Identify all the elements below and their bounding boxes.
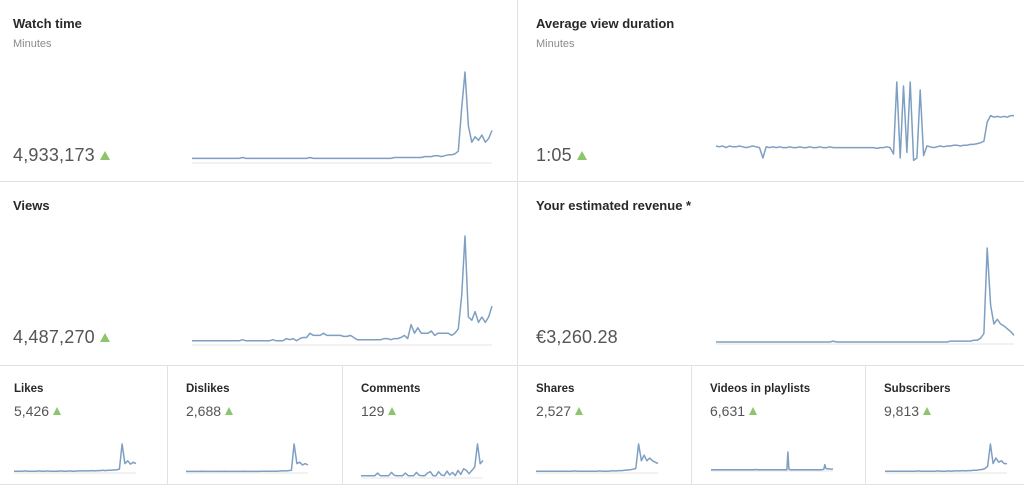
avg-view-duration-card[interactable]: Average view duration Minutes 1:05 <box>518 0 1024 181</box>
divider <box>0 365 1024 366</box>
triangle-up-icon <box>99 151 110 160</box>
metric-value-row: 1:05 <box>536 145 587 166</box>
metric-value: €3,260.28 <box>536 327 618 347</box>
divider <box>865 366 866 484</box>
metric-value-row: 2,527 <box>536 403 584 419</box>
metric-value-row: 129 <box>361 403 397 419</box>
triangle-up-icon <box>388 407 397 415</box>
triangle-up-icon <box>53 407 62 415</box>
triangle-up-icon <box>923 407 932 415</box>
views-sparkline <box>192 235 493 346</box>
comments-card[interactable]: Comments 129 <box>343 366 517 484</box>
metric-value-row: 2,688 <box>186 403 234 419</box>
card-title: Your estimated revenue * <box>536 198 692 213</box>
watch-time-sparkline <box>192 71 493 164</box>
metric-value-row: €3,260.28 <box>536 327 618 348</box>
videos-in-playlists-card[interactable]: Videos in playlists 6,631 <box>692 366 865 484</box>
metric-value: 2,527 <box>536 403 572 419</box>
metric-value-row: 9,813 <box>884 403 932 419</box>
subscribers-card[interactable]: Subscribers 9,813 <box>866 366 1024 484</box>
sparkline-path <box>716 247 1015 343</box>
triangle-up-icon <box>99 333 110 342</box>
divider <box>0 181 1024 182</box>
card-title: Comments <box>361 383 421 395</box>
divider <box>517 0 518 366</box>
sparkline-path <box>192 235 493 342</box>
triangle-up-icon <box>225 407 234 415</box>
card-title: Dislikes <box>186 383 230 395</box>
metric-value-row: 4,487,270 <box>13 327 110 348</box>
sparkline-path <box>536 443 659 472</box>
sparkline-path <box>192 71 493 160</box>
sparkline-path <box>711 451 833 471</box>
sparkline-path <box>885 443 1007 472</box>
metric-value: 2,688 <box>186 403 222 419</box>
card-title: Subscribers <box>884 383 951 395</box>
avg-view-duration-sparkline <box>715 81 1014 162</box>
metric-value: 129 <box>361 403 385 419</box>
card-title: Views <box>13 198 50 213</box>
card-subtitle: Minutes <box>536 38 575 50</box>
triangle-up-icon <box>576 151 587 160</box>
triangle-up-icon <box>575 407 584 415</box>
shares-sparkline <box>536 443 659 474</box>
subscribers-sparkline <box>885 443 1007 474</box>
divider <box>342 366 343 484</box>
divider <box>691 366 692 484</box>
divider <box>167 366 168 484</box>
estimated-revenue-card[interactable]: Your estimated revenue * €3,260.28 <box>518 182 1024 365</box>
metric-value: 4,487,270 <box>13 327 95 347</box>
metric-value: 4,933,173 <box>13 145 95 165</box>
metric-value-row: 5,426 <box>14 403 62 419</box>
estimated-revenue-sparkline <box>716 247 1015 345</box>
card-title: Average view duration <box>536 16 675 31</box>
card-subtitle: Minutes <box>13 38 52 50</box>
sparkline-path <box>14 443 137 472</box>
sparkline-path <box>361 443 484 477</box>
card-title: Videos in playlists <box>710 383 811 395</box>
sparkline-path <box>186 443 309 473</box>
comments-sparkline <box>361 443 484 479</box>
card-title: Watch time <box>13 16 82 31</box>
likes-card[interactable]: Likes 5,426 <box>0 366 167 484</box>
triangle-up-icon <box>749 407 758 415</box>
metric-value-row: 6,631 <box>710 403 758 419</box>
card-title: Likes <box>14 383 44 395</box>
metric-value-row: 4,933,173 <box>13 145 110 166</box>
card-title: Shares <box>536 383 575 395</box>
metric-value: 5,426 <box>14 403 50 419</box>
metric-value: 1:05 <box>536 145 572 165</box>
divider <box>0 484 1024 485</box>
watch-time-card[interactable]: Watch time Minutes 4,933,173 <box>0 0 517 181</box>
likes-sparkline <box>14 443 137 474</box>
views-card[interactable]: Views 4,487,270 <box>0 182 517 365</box>
metric-value: 9,813 <box>884 403 920 419</box>
metric-value: 6,631 <box>710 403 746 419</box>
shares-card[interactable]: Shares 2,527 <box>518 366 691 484</box>
dislikes-sparkline <box>186 443 309 474</box>
divider <box>517 366 518 484</box>
sparkline-path <box>715 81 1014 162</box>
dislikes-card[interactable]: Dislikes 2,688 <box>168 366 342 484</box>
videos-in-playlists-sparkline <box>711 451 833 472</box>
